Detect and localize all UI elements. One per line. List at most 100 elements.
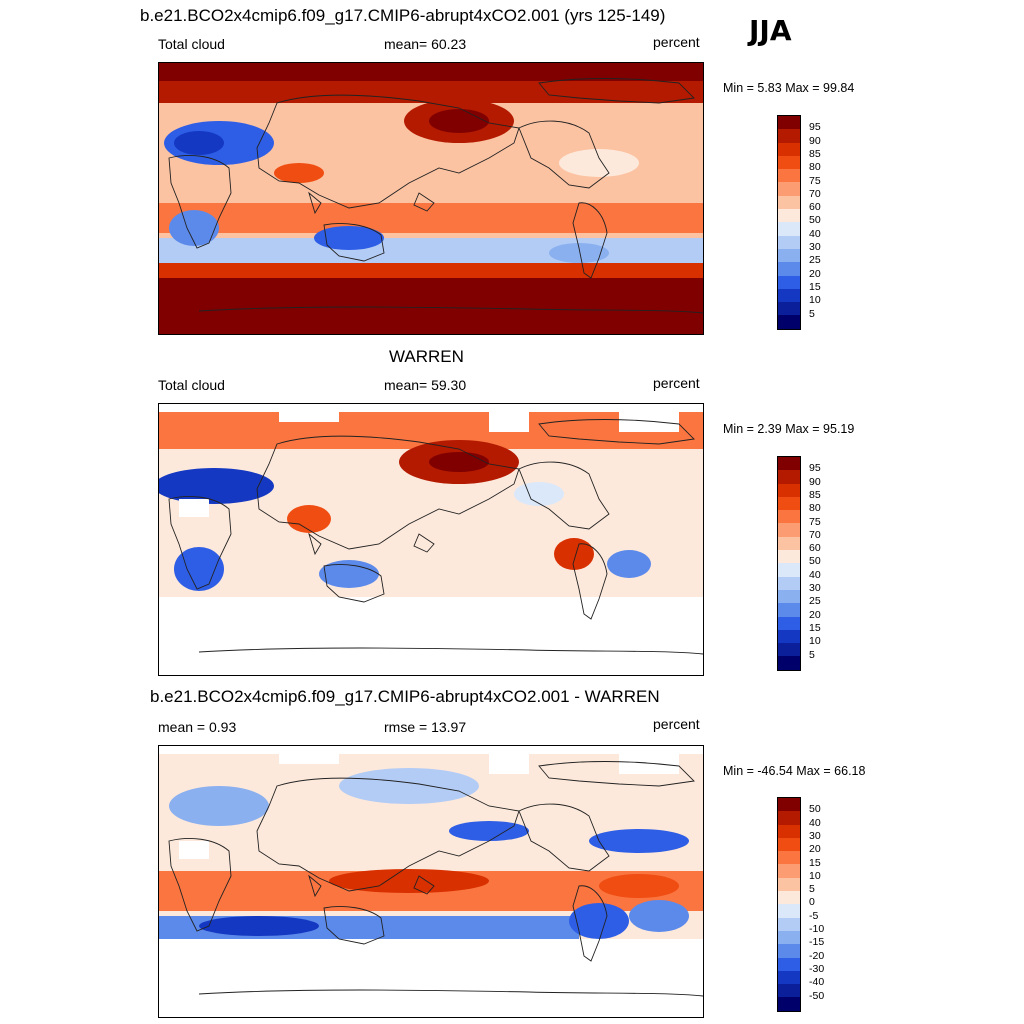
colorbar-swatch bbox=[778, 997, 800, 1011]
panel-1-colorbar bbox=[777, 115, 801, 330]
colorbar-tick-label: 40 bbox=[809, 568, 821, 581]
colorbar-tick-label: 20 bbox=[809, 267, 821, 280]
colorbar-swatch bbox=[778, 603, 800, 617]
colorbar-tick-label: 90 bbox=[809, 475, 821, 488]
panel-3-units-label: percent bbox=[653, 716, 700, 732]
colorbar-tick-label: 0 bbox=[809, 896, 815, 909]
colorbar-tick-label: 15 bbox=[809, 856, 821, 869]
panel-2-mean-label: mean= 59.30 bbox=[384, 377, 467, 393]
colorbar-tick-label: 50 bbox=[809, 214, 821, 227]
colorbar-tick-label: 75 bbox=[809, 174, 821, 187]
panel-1-map bbox=[158, 62, 704, 335]
panel-3-rmse-label: rmse = 13.97 bbox=[384, 719, 467, 735]
colorbar-tick-label: 25 bbox=[809, 254, 821, 267]
colorbar-tick-label: 95 bbox=[809, 121, 821, 134]
colorbar-tick-label: 70 bbox=[809, 187, 821, 200]
colorbar-tick-label: 75 bbox=[809, 515, 821, 528]
colorbar-tick-label: 5 bbox=[809, 648, 815, 661]
map-field-plot bbox=[159, 404, 703, 675]
colorbar-swatch bbox=[778, 550, 800, 564]
colorbar-swatch bbox=[778, 851, 800, 865]
colorbar-swatch bbox=[778, 576, 800, 590]
panel-3-minmax: Min = -46.54 Max = 66.18 bbox=[723, 764, 866, 778]
colorbar-swatch bbox=[778, 930, 800, 945]
colorbar-swatch bbox=[778, 984, 800, 998]
colorbar-tick-label: -10 bbox=[809, 923, 825, 935]
colorbar-tick-label: 25 bbox=[809, 595, 821, 608]
panel-1-mean-label: mean= 60.23 bbox=[384, 36, 467, 52]
colorbar-tick-label: 10 bbox=[809, 635, 821, 648]
colorbar-tick-label: 80 bbox=[809, 161, 821, 174]
panel-1-title: b.e21.BCO2x4cmip6.f09_g17.CMIP6-abrupt4x… bbox=[140, 6, 666, 25]
colorbar-swatch bbox=[778, 563, 800, 577]
colorbar-swatch bbox=[778, 917, 800, 931]
colorbar-swatch bbox=[778, 589, 800, 604]
colorbar-swatch bbox=[778, 824, 800, 838]
panel-3-mean-label: mean = 0.93 bbox=[158, 719, 237, 735]
colorbar-tick-label: 15 bbox=[809, 280, 821, 293]
colorbar-swatch bbox=[778, 656, 800, 670]
colorbar-swatch bbox=[778, 302, 800, 316]
colorbar-swatch bbox=[778, 169, 800, 183]
colorbar-tick-label: 90 bbox=[809, 134, 821, 147]
panel-3-map bbox=[158, 745, 704, 1018]
colorbar-tick-label: 20 bbox=[809, 843, 821, 856]
colorbar-swatch bbox=[778, 616, 800, 630]
panel-3-title: b.e21.BCO2x4cmip6.f09_g17.CMIP6-abrupt4x… bbox=[150, 687, 660, 706]
colorbar-swatch bbox=[778, 798, 800, 812]
colorbar-tick-label: -50 bbox=[809, 989, 825, 1002]
colorbar-swatch bbox=[778, 629, 800, 644]
season-label: JJA bbox=[749, 14, 792, 47]
colorbar-swatch bbox=[778, 182, 800, 196]
colorbar-tick-label: -20 bbox=[809, 949, 825, 962]
colorbar-swatch bbox=[778, 944, 800, 958]
colorbar-swatch bbox=[778, 315, 800, 329]
panel-2-colorbar bbox=[777, 456, 801, 671]
colorbar-swatch bbox=[778, 275, 800, 289]
colorbar-swatch bbox=[778, 457, 800, 471]
colorbar-tick-label: 30 bbox=[809, 582, 821, 594]
colorbar-swatch bbox=[778, 864, 800, 878]
colorbar-tick-label: 40 bbox=[809, 227, 821, 240]
colorbar-tick-label: 30 bbox=[809, 829, 821, 842]
colorbar-tick-label: -30 bbox=[809, 962, 825, 975]
colorbar-tick-label: 15 bbox=[809, 621, 821, 634]
colorbar-tick-label: 70 bbox=[809, 528, 821, 541]
panel-1-minmax: Min = 5.83 Max = 99.84 bbox=[723, 81, 855, 95]
colorbar-tick-label: 85 bbox=[809, 147, 821, 160]
colorbar-tick-label: 40 bbox=[809, 816, 821, 829]
colorbar-swatch bbox=[778, 643, 800, 657]
colorbar-swatch bbox=[778, 288, 800, 303]
colorbar-swatch bbox=[778, 483, 800, 497]
colorbar-swatch bbox=[778, 523, 800, 537]
panel-3-colorbar bbox=[777, 797, 801, 1012]
panel-2-units-label: percent bbox=[653, 375, 700, 391]
colorbar-swatch bbox=[778, 142, 800, 156]
colorbar-swatch bbox=[778, 904, 800, 918]
colorbar-swatch bbox=[778, 262, 800, 276]
panel-1-units-label: percent bbox=[653, 34, 700, 50]
colorbar-tick-label: 30 bbox=[809, 241, 821, 253]
colorbar-swatch bbox=[778, 235, 800, 249]
colorbar-tick-label: 95 bbox=[809, 462, 821, 475]
colorbar-tick-label: 85 bbox=[809, 488, 821, 501]
colorbar-tick-label: 10 bbox=[809, 869, 821, 882]
colorbar-tick-label: -5 bbox=[809, 909, 819, 922]
colorbar-tick-label: 5 bbox=[809, 883, 815, 896]
colorbar-swatch bbox=[778, 877, 800, 892]
panel-2-variable-label: Total cloud bbox=[158, 377, 225, 393]
colorbar-swatch bbox=[778, 891, 800, 905]
colorbar-swatch bbox=[778, 222, 800, 236]
colorbar-tick-label: 60 bbox=[809, 542, 821, 555]
colorbar-tick-label: 5 bbox=[809, 307, 815, 320]
colorbar-swatch bbox=[778, 837, 800, 852]
colorbar-swatch bbox=[778, 536, 800, 551]
colorbar-tick-label: 50 bbox=[809, 555, 821, 568]
colorbar-swatch bbox=[778, 195, 800, 210]
colorbar-tick-label: 80 bbox=[809, 502, 821, 515]
panel-2-minmax: Min = 2.39 Max = 95.19 bbox=[723, 422, 855, 436]
colorbar-swatch bbox=[778, 496, 800, 511]
colorbar-swatch bbox=[778, 155, 800, 170]
colorbar-tick-label: -15 bbox=[809, 936, 825, 949]
colorbar-swatch bbox=[778, 811, 800, 825]
